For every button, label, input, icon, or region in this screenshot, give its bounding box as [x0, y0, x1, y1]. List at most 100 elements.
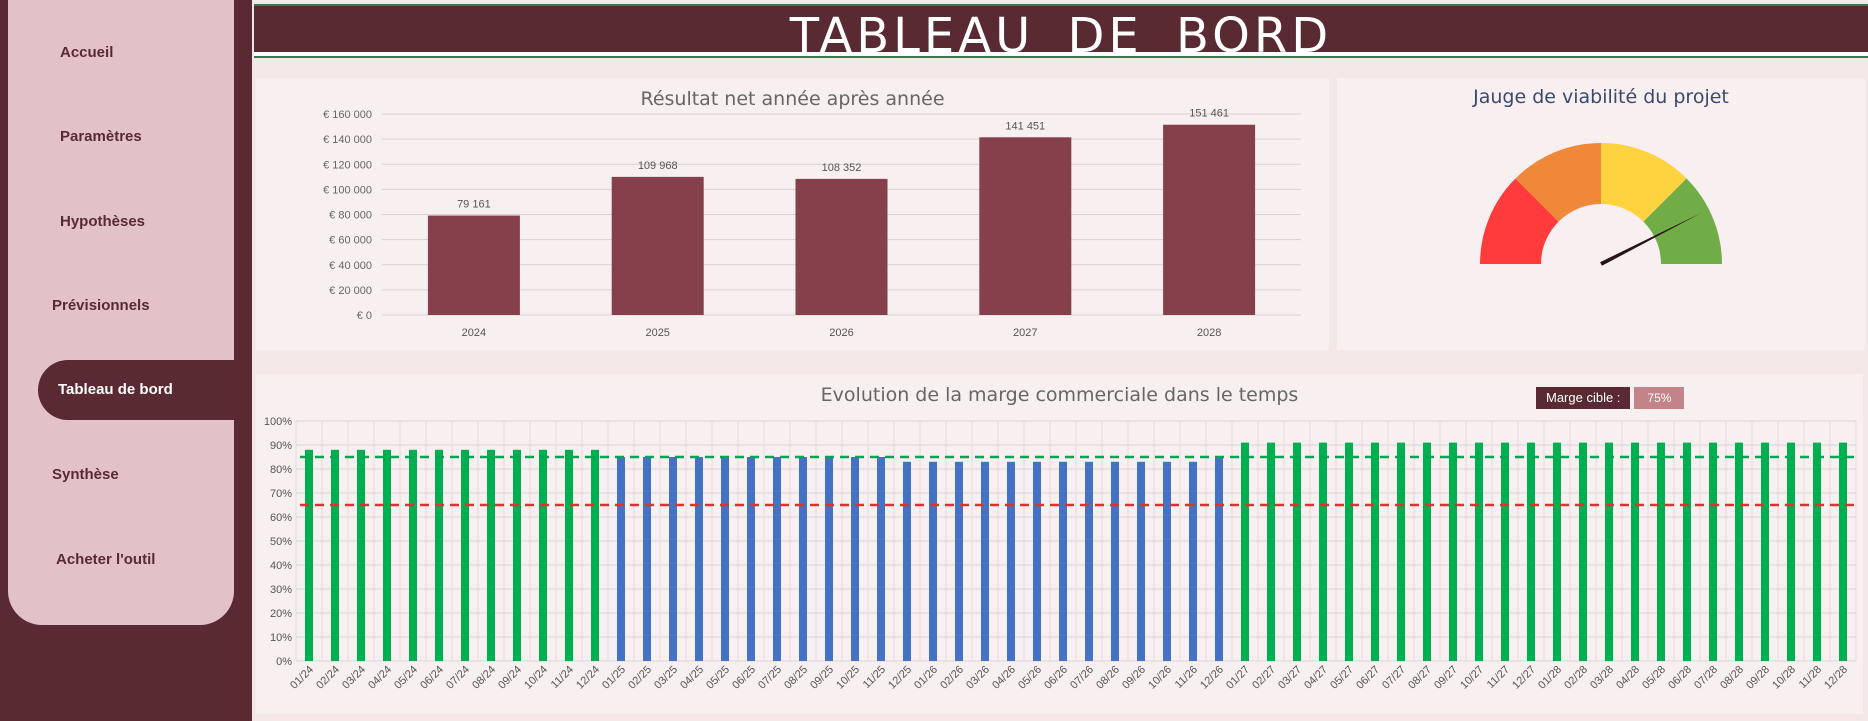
x-tick-label: 02/24 [314, 664, 342, 692]
target-margin-label: Marge cible : [1536, 387, 1631, 409]
margin-bar [1397, 442, 1405, 661]
margin-bar [1189, 461, 1197, 661]
margin-bar [1241, 442, 1249, 661]
x-tick-label: 01/24 [288, 664, 316, 692]
margin-bar [591, 449, 599, 661]
margin-bar [1787, 442, 1795, 661]
page-title: TABLEAU DE BORD [789, 8, 1333, 64]
nav-parametres[interactable]: Paramètres [60, 128, 142, 145]
x-tick-label: 09/24 [496, 664, 524, 692]
margin-bar [1137, 461, 1145, 661]
y-tick-label: 20% [270, 608, 292, 620]
margin-bar [487, 449, 495, 661]
x-tick-label: 2024 [462, 327, 486, 339]
x-tick-label: 10/27 [1458, 664, 1486, 692]
margin-bar [1059, 461, 1067, 661]
x-tick-label: 2027 [1013, 327, 1037, 339]
margin-bar [305, 449, 313, 661]
viability-gauge [1480, 143, 1722, 266]
y-tick-label: € 0 [357, 310, 372, 322]
x-tick-label: 09/25 [808, 664, 836, 692]
y-tick-label: € 100 000 [323, 184, 372, 196]
margin-bar [773, 457, 781, 661]
net-result-bar [611, 176, 704, 315]
margin-bar [357, 449, 365, 661]
x-tick-label: 09/27 [1432, 664, 1460, 692]
nav-tableau-de-bord[interactable]: Tableau de bord [38, 360, 244, 420]
margin-bar [643, 457, 651, 661]
gauge-segment [1480, 178, 1559, 264]
margin-bar [1527, 442, 1535, 661]
x-tick-label: 05/24 [392, 664, 420, 692]
nav-accueil[interactable]: Accueil [60, 44, 114, 61]
nav-previsionnels[interactable]: Prévisionnels [52, 297, 150, 314]
margin-bar [1319, 442, 1327, 661]
nav-hypotheses[interactable]: Hypothèses [60, 213, 146, 230]
margin-bar [383, 449, 391, 661]
margin-panel: Evolution de la marge commerciale dans l… [256, 374, 1863, 714]
margin-bar [1761, 442, 1769, 661]
x-tick-label: 2025 [645, 327, 669, 339]
margin-bar [955, 461, 963, 661]
y-tick-label: 40% [270, 560, 292, 572]
x-tick-label: 08/26 [1094, 664, 1122, 692]
margin-bar [1657, 442, 1665, 661]
margin-bar [409, 449, 417, 661]
margin-bar [1735, 442, 1743, 661]
net-result-chart: € 0 € 20 000 € 40 000 € 60 000 € 80 000 € 100… [323, 108, 1301, 339]
margin-bar [1553, 442, 1561, 661]
data-label: 141 451 [1005, 120, 1045, 132]
data-label: 79 161 [457, 199, 491, 211]
nav-acheter-outil[interactable]: Acheter l'outil [56, 551, 156, 568]
x-tick-label: 06/25 [730, 664, 758, 692]
x-tick-label: 12/25 [886, 664, 914, 692]
x-tick-label: 06/26 [1042, 664, 1070, 692]
y-tick-label: 60% [270, 512, 292, 524]
margin-bar [513, 449, 521, 661]
margin-bar [331, 449, 339, 661]
target-margin-value[interactable]: 75% [1634, 387, 1685, 409]
x-tick-label: 08/25 [782, 664, 810, 692]
data-label: 151 461 [1189, 108, 1229, 120]
x-tick-label: 04/26 [990, 664, 1018, 692]
margin-bar [721, 457, 729, 661]
margin-bar [1423, 442, 1431, 661]
y-tick-label: 90% [270, 440, 292, 452]
x-tick-label: 06/27 [1354, 664, 1382, 692]
x-tick-label: 08/27 [1406, 664, 1434, 692]
margin-bar [929, 461, 937, 661]
y-tick-label: € 40 000 [329, 260, 372, 272]
margin-bar [1839, 442, 1847, 661]
x-tick-label: 04/25 [678, 664, 706, 692]
margin-bar [539, 449, 547, 661]
x-tick-label: 12/24 [574, 664, 602, 692]
x-tick-label: 03/25 [652, 664, 680, 692]
y-tick-label: € 140 000 [323, 134, 372, 146]
y-tick-label: 0% [276, 656, 292, 668]
x-tick-label: 11/25 [861, 664, 888, 691]
x-tick-label: 11/28 [1797, 664, 1824, 691]
margin-bar [1163, 461, 1171, 661]
x-tick-label: 2026 [829, 327, 853, 339]
x-tick-label: 10/25 [834, 664, 862, 692]
sidebar: Accueil Paramètres Hypothèses Prévisionn… [8, 0, 244, 625]
margin-bar [1215, 457, 1223, 661]
margin-bar [1085, 461, 1093, 661]
margin-bar [1631, 442, 1639, 661]
margin-bar [1293, 442, 1301, 661]
x-tick-label: 07/28 [1692, 664, 1720, 692]
margin-chart-title: Evolution de la marge commerciale dans l… [820, 384, 1299, 406]
y-tick-label: 80% [270, 464, 292, 476]
nav-synthese[interactable]: Synthèse [52, 466, 119, 483]
x-tick-label: 04/28 [1614, 664, 1642, 692]
margin-bar [1267, 442, 1275, 661]
title-bar: TABLEAU DE BORD [254, 4, 1868, 64]
net-result-bar [795, 178, 888, 315]
y-tick-label: € 80 000 [329, 210, 372, 222]
x-tick-label: 02/26 [938, 664, 966, 692]
margin-bar [981, 461, 989, 661]
y-tick-label: € 20 000 [329, 285, 372, 297]
margin-bar [1709, 442, 1717, 661]
net-result-panel: Résultat net année après année € 0 € 20 0… [256, 78, 1329, 350]
margin-bar [565, 449, 573, 661]
